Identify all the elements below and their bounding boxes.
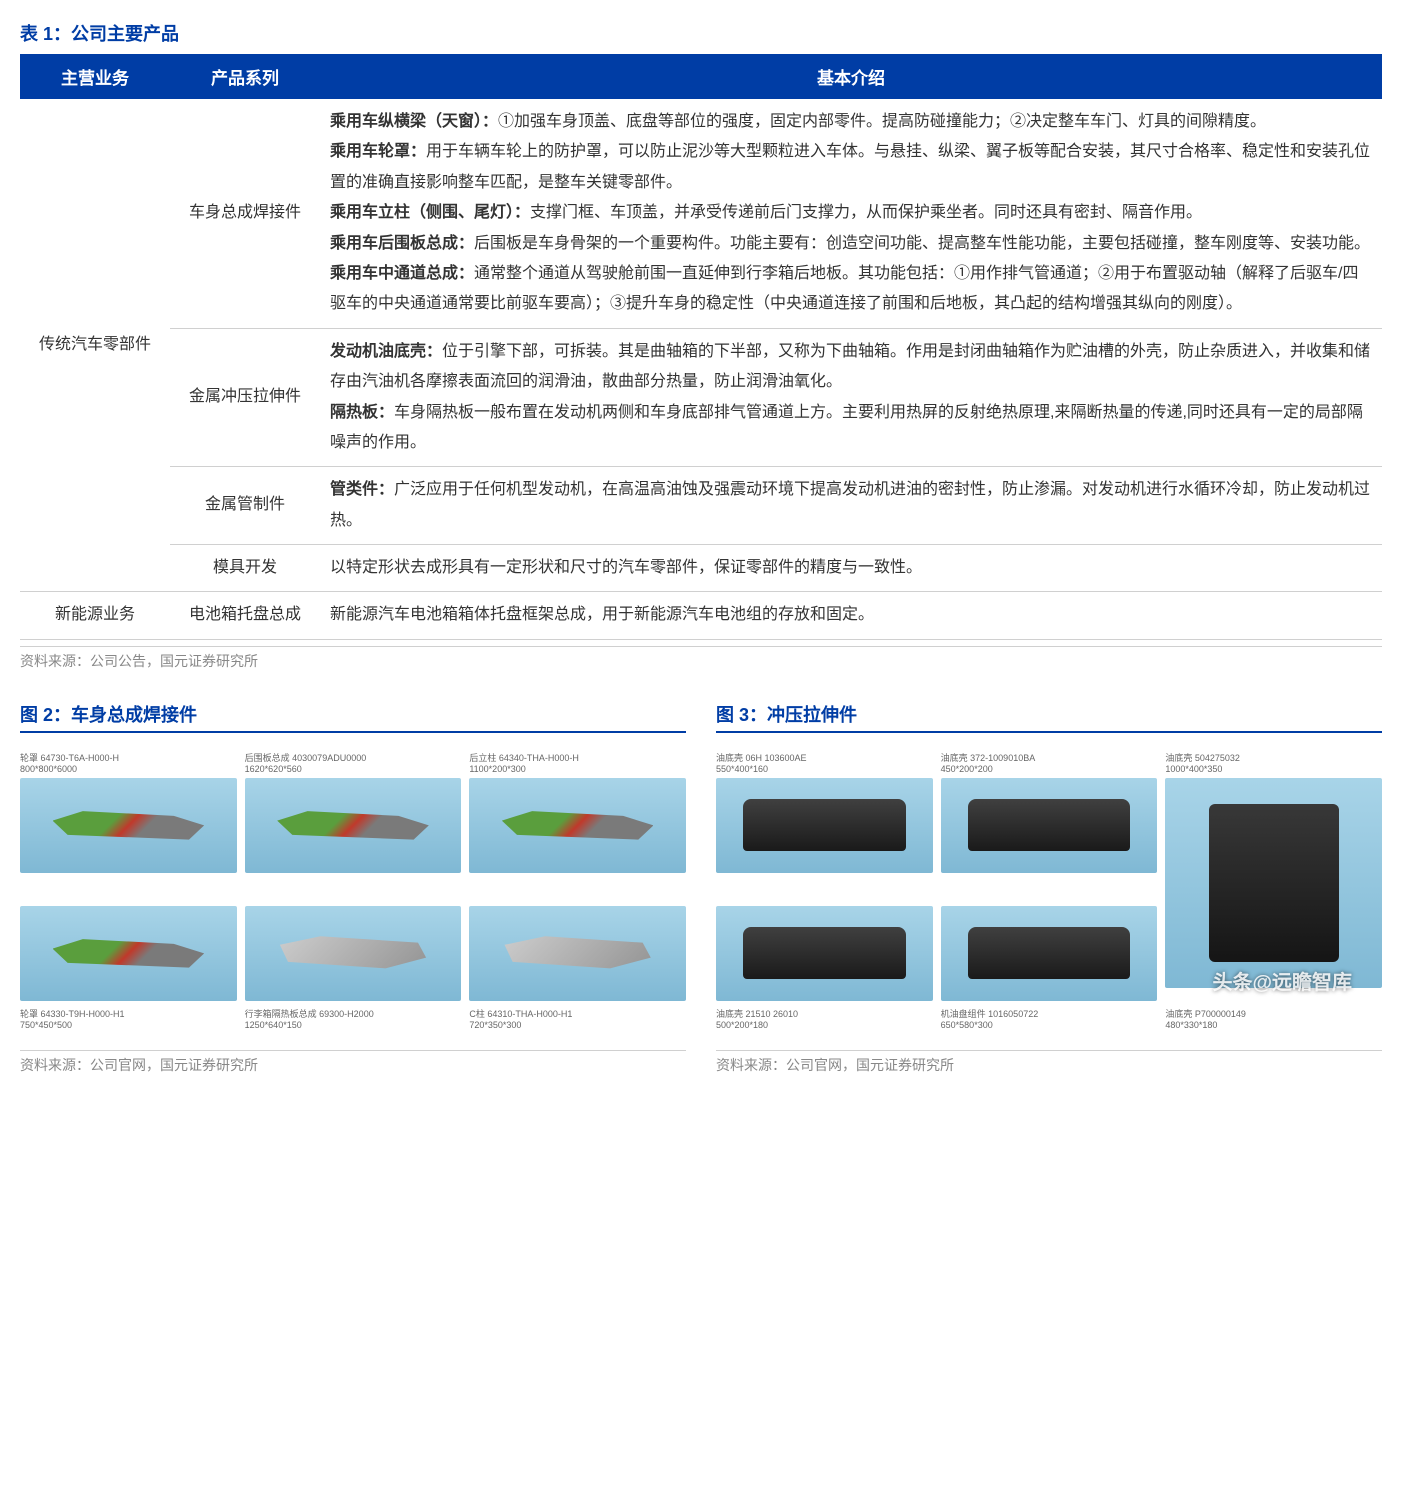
item-text: 新能源汽车电池箱箱体托盘框架总成，用于新能源汽车电池组的存放和固定。 [330,606,874,623]
cell-series: 车身总成焊接件 [170,99,320,328]
part-label [20,881,237,903]
part-label [469,881,686,903]
item-text: 支撑门框、车顶盖，并承受传递前后门支撑力，从而保护乘坐者。同时还具有密封、隔音作… [530,204,1202,221]
part-label: 油底壳 372-1009010BA450*200*200 [941,753,1158,775]
item-name: 乘用车中通道总成： [330,265,474,282]
part-label: 轮罩 64730-T6A-H000-H800*800*6000 [20,753,237,775]
th-intro: 基本介绍 [320,54,1382,99]
part-bottom-label: 油底壳 21510 26010500*200*180 [716,1009,933,1031]
item-text: 以特定形状去成形具有一定形状和尺寸的汽车零部件，保证零部件的精度与一致性。 [330,559,922,576]
table-row: 新能源业务 电池箱托盘总成 新能源汽车电池箱箱体托盘框架总成，用于新能源汽车电池… [20,592,1382,639]
cell-desc: 新能源汽车电池箱箱体托盘框架总成，用于新能源汽车电池组的存放和固定。 [320,592,1382,639]
cell-series: 金属管制件 [170,467,320,545]
figure3: 图 3：冲压拉伸件 油底壳 06H 103600AE550*400*160 油底… [716,701,1382,1075]
part-cell [941,881,1158,1001]
part-image [469,778,686,873]
item-name: 管类件： [330,481,394,498]
part-image [941,778,1158,873]
cell-category: 新能源业务 [20,592,170,639]
cell-desc: 发动机油底壳：位于引擎下部，可拆装。其是曲轴箱的下半部，又称为下曲轴箱。作用是封… [320,328,1382,467]
table1-title: 表 1：公司主要产品 [20,20,1382,46]
part-cell [716,881,933,1001]
item-name: 乘用车后围板总成： [330,235,474,252]
table1-source: 资料来源：公司公告，国元证券研究所 [20,646,1382,671]
item-text: 通常整个通道从驾驶舱前围一直延伸到行李箱后地板。其功能包括：①用作排气管通道；②… [330,265,1358,312]
part-cell: 后立柱 64340-THA-H000-H1100*200*300 [469,753,686,873]
th-business: 主营业务 [20,54,170,99]
part-label [245,881,462,903]
part-bottom-label: 机油盘组件 1016050722650*580*300 [941,1009,1158,1031]
cell-series: 金属冲压拉伸件 [170,328,320,467]
part-label [716,881,933,903]
item-text: 用于车辆车轮上的防护罩，可以防止泥沙等大型颗粒进入车体。与悬挂、纵梁、翼子板等配… [330,143,1370,190]
part-image [716,778,933,873]
part-label: 油底壳 5042750321000*400*350 [1165,753,1382,775]
item-name: 乘用车纵横梁（天窗）： [330,113,498,130]
item-name: 乘用车轮罩： [330,143,426,160]
figure3-title: 图 3：冲压拉伸件 [716,701,1382,733]
table1: 主营业务 产品系列 基本介绍 传统汽车零部件 车身总成焊接件 乘用车纵横梁（天窗… [20,54,1382,640]
part-image [20,906,237,1001]
part-image [245,778,462,873]
part-cell [245,881,462,1001]
item-text: 后围板是车身骨架的一个重要构件。功能主要有：创造空间功能、提高整车性能功能，主要… [474,235,1370,252]
part-bottom-label: 油底壳 P700000149480*330*180 [1165,1009,1382,1031]
part-label: 后围板总成 4030079ADU00001620*620*560 [245,753,462,775]
figure2-title: 图 2：车身总成焊接件 [20,701,686,733]
part-bottom-label: 轮罩 64330-T9H-H000-H1750*450*500 [20,1009,237,1031]
item-text: 位于引擎下部，可拆装。其是曲轴箱的下半部，又称为下曲轴箱。作用是封闭曲轴箱作为贮… [330,343,1370,390]
cell-series: 电池箱托盘总成 [170,592,320,639]
th-series: 产品系列 [170,54,320,99]
part-image [469,906,686,1001]
cell-desc: 乘用车纵横梁（天窗）：①加强车身顶盖、底盘等部位的强度，固定内部零件。提高防碰撞… [320,99,1382,328]
part-cell [469,881,686,1001]
figure2-source: 资料来源：公司官网，国元证券研究所 [20,1050,686,1075]
table-row: 传统汽车零部件 车身总成焊接件 乘用车纵横梁（天窗）：①加强车身顶盖、底盘等部位… [20,99,1382,328]
item-name: 隔热板： [330,404,394,421]
figure3-source: 资料来源：公司官网，国元证券研究所 [716,1050,1382,1075]
item-text: ①加强车身顶盖、底盘等部位的强度，固定内部零件。提高防碰撞能力；②决定整车车门、… [498,113,1266,130]
cell-desc: 管类件：广泛应用于任何机型发动机，在高温高油蚀及强震动环境下提高发动机进油的密封… [320,467,1382,545]
part-image [1165,778,1382,988]
item-name: 乘用车立柱（侧围、尾灯）： [330,204,530,221]
part-cell: 油底壳 06H 103600AE550*400*160 [716,753,933,873]
table-row: 金属管制件 管类件：广泛应用于任何机型发动机，在高温高油蚀及强震动环境下提高发动… [20,467,1382,545]
table-row: 模具开发 以特定形状去成形具有一定形状和尺寸的汽车零部件，保证零部件的精度与一致… [20,545,1382,592]
part-image [716,906,933,1001]
part-image [245,906,462,1001]
table-row: 金属冲压拉伸件 发动机油底壳：位于引擎下部，可拆装。其是曲轴箱的下半部，又称为下… [20,328,1382,467]
part-cell [20,881,237,1001]
part-label [941,881,1158,903]
part-image [941,906,1158,1001]
part-image [20,778,237,873]
item-name: 发动机油底壳： [330,343,442,360]
cell-desc: 以特定形状去成形具有一定形状和尺寸的汽车零部件，保证零部件的精度与一致性。 [320,545,1382,592]
part-bottom-label: C柱 64310-THA-H000-H1720*350*300 [469,1009,686,1031]
figure2: 图 2：车身总成焊接件 轮罩 64730-T6A-H000-H800*800*6… [20,701,686,1075]
part-cell: 油底壳 372-1009010BA450*200*200 [941,753,1158,873]
part-bottom-label: 行李箱隔热板总成 69300-H20001250*640*150 [245,1009,462,1031]
part-cell: 油底壳 5042750321000*400*350 [1165,753,1382,1001]
part-cell: 后围板总成 4030079ADU00001620*620*560 [245,753,462,873]
cell-series: 模具开发 [170,545,320,592]
part-label: 油底壳 06H 103600AE550*400*160 [716,753,933,775]
item-text: 车身隔热板一般布置在发动机两侧和车身底部排气管通道上方。主要利用热屏的反射绝热原… [330,404,1363,451]
item-text: 广泛应用于任何机型发动机，在高温高油蚀及强震动环境下提高发动机进油的密封性，防止… [330,481,1370,528]
part-cell: 轮罩 64730-T6A-H000-H800*800*6000 [20,753,237,873]
cell-category: 传统汽车零部件 [20,99,170,592]
part-label: 后立柱 64340-THA-H000-H1100*200*300 [469,753,686,775]
